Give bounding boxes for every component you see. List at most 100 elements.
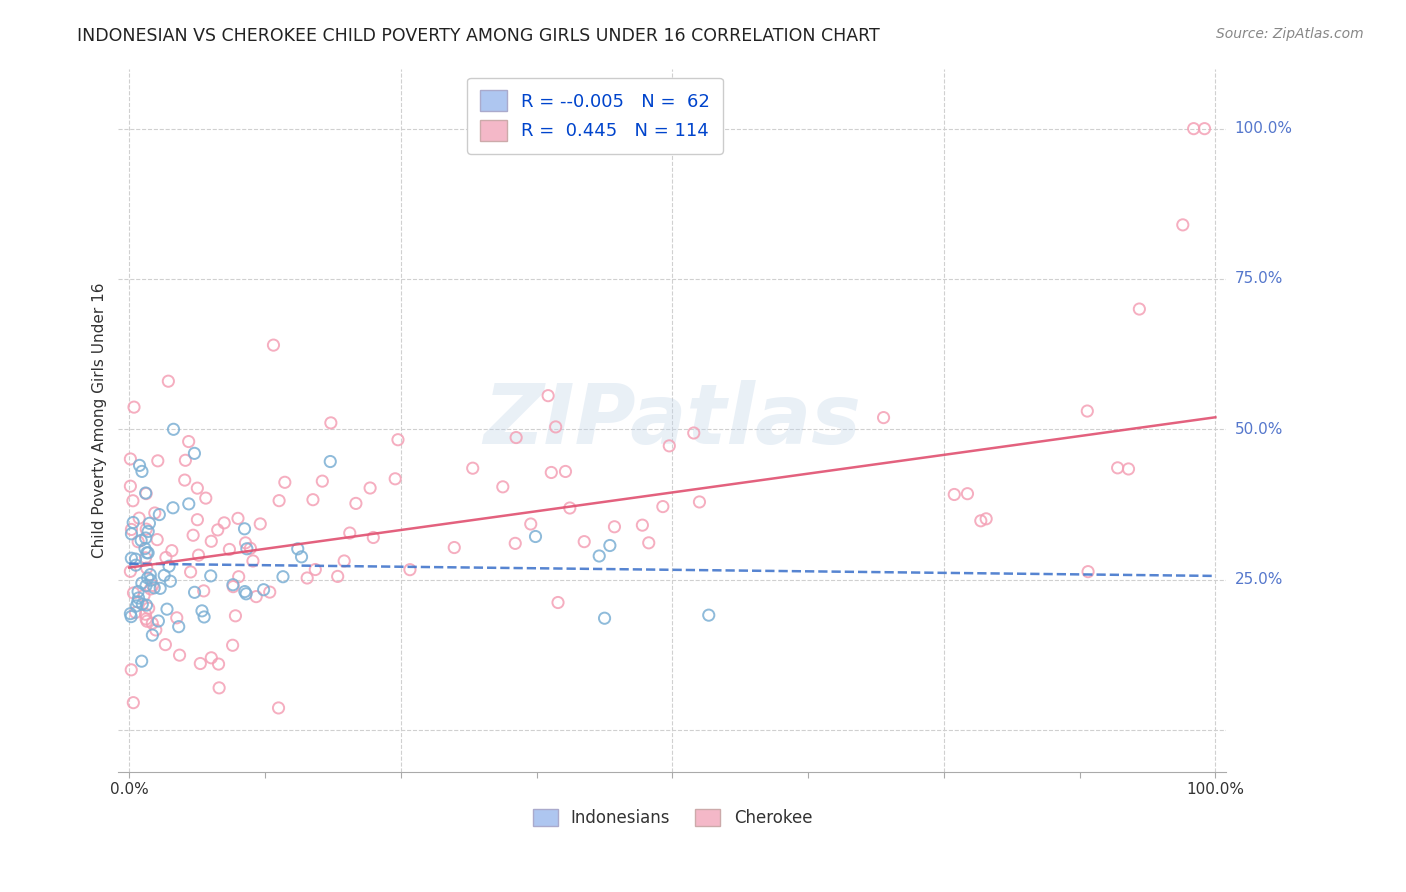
Point [145, 623, 167, 637]
Point [139, 573, 162, 587]
Point [129, 533, 152, 548]
Point [125, 599, 148, 613]
Point [124, 552, 146, 566]
Point [221, 638, 243, 652]
Point [637, 536, 659, 550]
Point [222, 578, 245, 592]
Point [540, 466, 562, 480]
Point [1118, 462, 1140, 476]
Point [302, 492, 325, 507]
Legend: Indonesians, Cherokee: Indonesians, Cherokee [526, 803, 818, 834]
Point [1128, 301, 1150, 316]
Point [235, 587, 257, 601]
Point [120, 565, 142, 579]
Point [162, 500, 184, 515]
Point [943, 487, 966, 501]
Point [658, 439, 681, 453]
Point [319, 454, 342, 468]
Point [134, 550, 156, 565]
Point [153, 568, 176, 582]
Point [134, 607, 156, 622]
Point [363, 531, 385, 545]
Point [1171, 218, 1194, 232]
Point [443, 541, 465, 555]
Point [135, 522, 157, 536]
Point [155, 550, 177, 565]
Point [120, 526, 142, 541]
Point [212, 516, 235, 530]
Point [200, 534, 222, 549]
Text: 100.0%: 100.0% [1234, 121, 1292, 136]
Point [125, 558, 148, 573]
Point [135, 486, 157, 500]
Point [344, 496, 367, 510]
Point [319, 416, 342, 430]
Point [574, 534, 596, 549]
Point [177, 434, 200, 449]
Point [603, 520, 626, 534]
Point [207, 657, 229, 671]
Point [974, 512, 997, 526]
Point [135, 531, 157, 545]
Point [461, 461, 484, 475]
Point [120, 452, 142, 467]
Point [259, 585, 281, 599]
Point [143, 581, 166, 595]
Point [122, 586, 145, 600]
Point [138, 601, 160, 615]
Point [194, 491, 217, 505]
Point [177, 497, 200, 511]
Point [135, 546, 157, 560]
Point [120, 551, 142, 566]
Point [120, 609, 142, 624]
Point [224, 608, 246, 623]
Point [128, 458, 150, 473]
Point [187, 548, 209, 562]
Point [537, 389, 560, 403]
Point [188, 657, 211, 671]
Point [631, 518, 654, 533]
Point [503, 536, 526, 550]
Point [236, 541, 259, 556]
Point [492, 480, 515, 494]
Point [558, 501, 581, 516]
Point [387, 433, 409, 447]
Point [181, 528, 204, 542]
Point [136, 524, 159, 539]
Point [245, 590, 267, 604]
Point [399, 563, 422, 577]
Point [339, 526, 361, 541]
Point [128, 511, 150, 525]
Point [134, 541, 156, 556]
Point [131, 576, 153, 591]
Point [136, 571, 159, 585]
Point [183, 585, 205, 599]
Point [120, 523, 142, 537]
Point [239, 541, 262, 556]
Point [131, 464, 153, 478]
Point [228, 570, 250, 584]
Point [326, 569, 349, 583]
Point [136, 614, 159, 628]
Point [148, 508, 170, 522]
Point [333, 554, 356, 568]
Point [1194, 121, 1216, 136]
Point [156, 602, 179, 616]
Point [524, 529, 547, 543]
Point [1107, 460, 1129, 475]
Point [304, 562, 326, 576]
Point [128, 591, 150, 605]
Point [122, 400, 145, 414]
Point [290, 549, 312, 564]
Point [157, 559, 180, 574]
Point [135, 612, 157, 626]
Point [166, 611, 188, 625]
Point [169, 648, 191, 662]
Point [180, 565, 202, 579]
Point [120, 663, 142, 677]
Y-axis label: Child Poverty Among Girls Under 16: Child Poverty Among Girls Under 16 [93, 283, 107, 558]
Point [505, 431, 527, 445]
Point [146, 533, 169, 547]
Point [242, 554, 264, 568]
Point [131, 597, 153, 611]
